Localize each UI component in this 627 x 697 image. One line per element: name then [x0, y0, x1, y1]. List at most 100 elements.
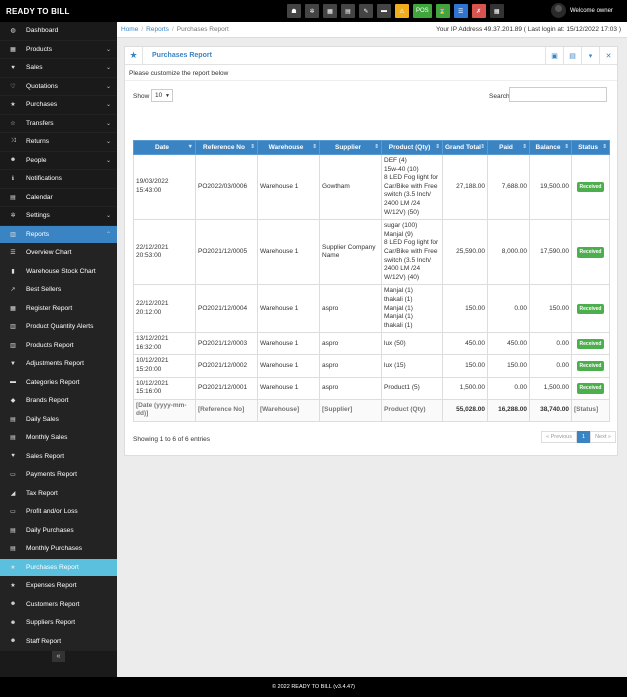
previous-page-button[interactable]: « Previous: [541, 431, 577, 443]
column-header-paid[interactable]: Paid ⇕: [487, 140, 530, 155]
hourglass-icon[interactable]: ⌛: [435, 4, 450, 18]
sidebar-item-products[interactable]: ▦ Products ⌄: [0, 41, 117, 59]
list-shortcut-icon[interactable]: ☰: [453, 4, 468, 18]
sidebar-item-sales[interactable]: ♥ Sales ⌄: [0, 59, 117, 78]
notes-icon[interactable]: ✎: [359, 4, 373, 18]
chevron-down-icon: ▼: [165, 92, 170, 99]
sidebar-item-transfers[interactable]: ☆ Transfers ⌄: [0, 115, 117, 133]
product-line: DEF (4): [384, 157, 407, 164]
table-row[interactable]: 22/12/2021 20:12:00 PO2021/12/0004 Warehou…: [133, 284, 610, 334]
sidebar-item-monthly-purchases[interactable]: ▤ Monthly Purchases: [0, 540, 117, 559]
calendar-shortcut-icon[interactable]: ▤: [341, 4, 355, 18]
sidebar-item-best-sellers[interactable]: ↗ Best Sellers: [0, 281, 117, 300]
sidebar-item-reports[interactable]: ▥ Reports ⌃: [0, 225, 117, 244]
sidebar-item-monthly-sales[interactable]: ▤ Monthly Sales: [0, 429, 117, 448]
column-header-date[interactable]: Date ▼: [133, 140, 196, 155]
collapse-sidebar-button[interactable]: «: [52, 651, 65, 662]
sort-icon: ⇕: [435, 144, 440, 150]
footer-cell: 55,028.00: [442, 398, 488, 423]
sidebar-item-notifications[interactable]: ℹ Notifications: [0, 170, 117, 189]
column-header-warehouse[interactable]: Warehouse ⇕: [257, 140, 320, 155]
sidebar-item-profit-and-or-loss[interactable]: ▭ Profit and/or Loss: [0, 503, 117, 522]
reference-cell: PO2021/12/0001: [195, 376, 258, 400]
sidebar-item-calendar[interactable]: ▤ Calendar: [0, 189, 117, 207]
sidebar-item-sales-report[interactable]: ♥ Sales Report: [0, 447, 117, 466]
balance-cell: 17,590.00: [529, 219, 572, 286]
sidebar-item-label: Purchases Report: [26, 563, 79, 571]
sidebar-item-purchases[interactable]: ★ Purchases ⌄: [0, 96, 117, 115]
sidebar-item-daily-sales[interactable]: ▤ Daily Sales: [0, 410, 117, 429]
sidebar-item-adjustments-report[interactable]: ▼ Adjustments Report: [0, 355, 117, 374]
table-row[interactable]: 22/12/2021 20:53:00 PO2021/12/0005 Warehou…: [133, 219, 610, 286]
column-header-status[interactable]: Status ⇕: [571, 140, 610, 155]
sidebar-item-categories-report[interactable]: ▬ Categories Report: [0, 373, 117, 392]
sidebar-item-register-report[interactable]: ▦ Register Report: [0, 299, 117, 318]
sidebar-item-product-quantity-alerts[interactable]: ▥ Product Quantity Alerts: [0, 318, 117, 337]
sidebar-item-label: Payments Report: [26, 471, 77, 479]
sidebar-item-warehouse-stock-chart[interactable]: ▮ Warehouse Stock Chart: [0, 262, 117, 281]
sort-icon: ⇕: [480, 144, 485, 150]
next-page-button[interactable]: Next »: [590, 431, 616, 443]
table-row[interactable]: 10/12/2021 15:16:00 PO2021/12/0001 Warehou…: [133, 376, 610, 400]
report-instruction: Please customize the report below: [125, 65, 617, 81]
sidebar-item-label: Sales Report: [26, 452, 65, 460]
sidebar-item-people[interactable]: ☻ People ⌄: [0, 152, 117, 170]
sidebar-item-daily-purchases[interactable]: ▤ Daily Purchases: [0, 521, 117, 540]
table-row[interactable]: 13/12/2021 16:32:00 PO2021/12/0003 Warehou…: [133, 332, 610, 356]
chevron-down-icon: ⌄: [105, 139, 111, 146]
search-input[interactable]: [509, 87, 607, 102]
download-image-icon[interactable]: ▣: [545, 47, 563, 65]
settings-shortcut-icon[interactable]: ✲: [305, 4, 319, 18]
sidebar-item-staff-report[interactable]: ☻ Staff Report: [0, 632, 117, 651]
calendar-icon: ▤: [10, 194, 16, 201]
language-flag-icon[interactable]: ▬: [377, 4, 391, 18]
column-header-product-qty-[interactable]: Product (Qty) ⇕: [381, 140, 443, 155]
sidebar-item-label: Best Sellers: [26, 286, 62, 294]
sidebar-item-label: Adjustments Report: [26, 360, 84, 368]
column-header-balance[interactable]: Balance ⇕: [529, 140, 572, 155]
sidebar-item-products-report[interactable]: ▥ Products Report: [0, 336, 117, 355]
close-icon[interactable]: ✕: [599, 47, 617, 65]
sidebar-item-payments-report[interactable]: ▭ Payments Report: [0, 466, 117, 485]
sidebar-item-label: Products Report: [26, 341, 74, 349]
sidebar-item-tax-report[interactable]: ◢ Tax Report: [0, 484, 117, 503]
menu-shortcut-icon[interactable]: ▦: [489, 4, 504, 18]
users-icon: ☻: [9, 638, 17, 645]
clear-data-icon[interactable]: ✗: [471, 4, 486, 18]
sidebar-item-suppliers-report[interactable]: ☻ Suppliers Report: [0, 614, 117, 633]
star-icon: ★: [10, 583, 16, 590]
column-header-label: Product (Qty): [388, 144, 431, 151]
brand-logo[interactable]: READY TO BILL: [6, 6, 70, 16]
breadcrumb-home[interactable]: Home: [121, 26, 139, 33]
page-1-button[interactable]: 1: [577, 431, 591, 443]
star-icon: ★: [125, 46, 143, 65]
calculator-icon[interactable]: ▦: [323, 4, 337, 18]
column-header-supplier[interactable]: Supplier ⇕: [319, 140, 382, 155]
reference-cell: PO2021/12/0005: [195, 219, 258, 286]
table-row[interactable]: 19/03/2022 15:43:00 PO2022/03/0006 Warehou…: [133, 153, 610, 221]
sidebar-item-purchases-report[interactable]: ★ Purchases Report: [0, 558, 117, 577]
entries-select[interactable]: 10 ▼: [151, 89, 173, 102]
sidebar-item-brands-report[interactable]: ◆ Brands Report: [0, 392, 117, 411]
panel-header: ★ Purchases Report ▣ ▤ ▾ ✕: [125, 46, 617, 65]
download-xls-icon[interactable]: ▤: [563, 47, 581, 65]
sidebar-item-dashboard[interactable]: ◍ Dashboard: [0, 22, 117, 41]
sidebar-item-overview-chart[interactable]: ☰ Overview Chart: [0, 244, 117, 263]
breadcrumb-reports[interactable]: Reports: [146, 26, 169, 33]
user-menu[interactable]: Welcome owner: [551, 3, 613, 18]
column-header-reference-no[interactable]: Reference No ⇕: [195, 140, 258, 155]
pos-button[interactable]: POS: [413, 4, 432, 18]
toggle-form-icon[interactable]: ▾: [581, 47, 599, 65]
alerts-icon[interactable]: ⚠: [395, 4, 409, 18]
products-cell: sugar (100) Manjal (9) 8 LED Fog light for…: [381, 219, 443, 286]
sidebar-item-expenses-report[interactable]: ★ Expenses Report: [0, 577, 117, 596]
sidebar-item-settings[interactable]: ✲ Settings ⌄: [0, 207, 117, 226]
sidebar-item-customers-report[interactable]: ☻ Customers Report: [0, 595, 117, 614]
footer-cell: [Date (yyyy-mm-dd)]: [133, 398, 196, 423]
dashboard-shortcut-icon[interactable]: ☗: [287, 4, 301, 18]
sidebar: ◍ Dashboard ▦ Products ⌄ ♥ Sales ⌄ ♡ Quotations ⌄ ★…: [0, 22, 117, 677]
table-row[interactable]: 10/12/2021 15:20:00 PO2021/12/0002 Warehou…: [133, 354, 610, 378]
sidebar-item-quotations[interactable]: ♡ Quotations ⌄: [0, 78, 117, 96]
sidebar-item-returns[interactable]: ⤨ Returns ⌄: [0, 133, 117, 152]
column-header-grand-total[interactable]: Grand Total ⇕: [442, 140, 488, 155]
